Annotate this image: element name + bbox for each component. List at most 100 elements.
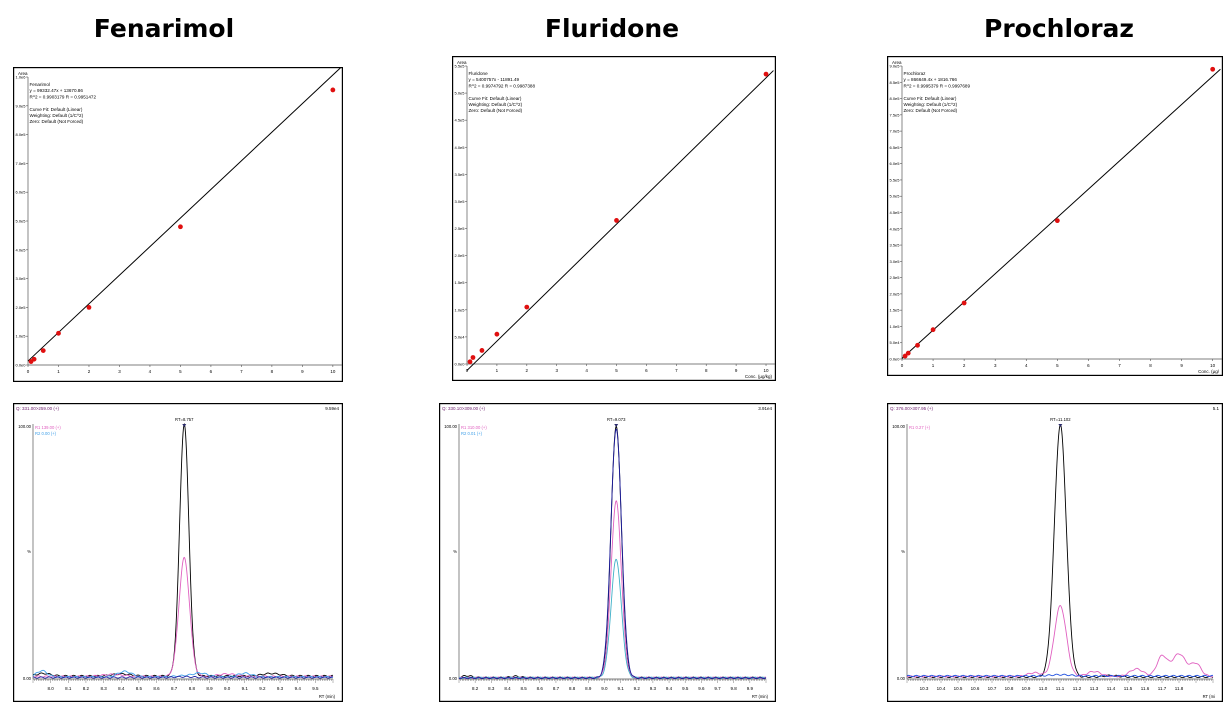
calibration-chart-fluridone: Area 0.0e0 5.0e4 1.0e5 1.5e5 2.0e5 2.5e5 3.0e5 3…: [452, 56, 776, 381]
y-mid-label: %: [27, 549, 31, 554]
x-tick-label: 7: [1118, 363, 1121, 368]
data-point: [614, 218, 619, 223]
x-tick-label: 0: [901, 363, 904, 368]
y-tick-label: 4.0e5: [15, 247, 26, 252]
calibration-panel-prochloraz: Area 0.0e0 5.0e4 1.0e5 1.5e5 2.0e5 2.5e5 3.0e5 3…: [887, 56, 1223, 376]
x-tick-label: 0: [27, 369, 30, 374]
data-point: [763, 71, 769, 77]
y-tick-label: 6.0e5: [889, 161, 900, 166]
chromatogram-header: Q: 331.00>259.00 (+): [16, 406, 60, 411]
y-tick-label: 5.0e5: [454, 91, 465, 96]
chart-frame: [13, 67, 343, 382]
x-tick-label: 8.6: [537, 686, 544, 691]
x-tick-label: 9.0: [224, 686, 231, 691]
x-tick-label: 8.8: [189, 686, 196, 691]
y-tick-label: 2.5e5: [889, 275, 900, 280]
x-tick-label: 5: [1056, 363, 1059, 368]
y-min-label: 0.00: [897, 676, 906, 681]
fit-info-line: Curve Fit: Default (Linear): [904, 96, 957, 101]
x-tick-label: 9.2: [634, 686, 641, 691]
chromatogram-prochloraz: Q: 376.00>307.95 (+) 5.1 R1 0.27 (+) 100.00…: [887, 403, 1223, 702]
y-tick-label: 5.0e4: [889, 340, 900, 345]
x-tick-label: 10.5: [954, 686, 963, 691]
legend-entry: R1 139.00 (+): [35, 425, 61, 430]
x-tick-label: 8.9: [585, 686, 592, 691]
x-tick-label: 8.4: [504, 686, 511, 691]
x-tick-label: 8.5: [136, 686, 143, 691]
y-tick-label: 3.5e5: [454, 172, 465, 177]
chromatogram-header: Q: 330.10>309.00 (+): [442, 406, 486, 411]
data-point: [470, 355, 476, 360]
y-tick-label: 1.0e5: [15, 334, 26, 339]
x-tick-label: 3: [994, 363, 997, 368]
y-min-label: 0.00: [449, 676, 458, 681]
x-tick-label: 7: [675, 368, 678, 373]
data-point: [494, 331, 500, 337]
y-tick-label: 7.0e5: [889, 129, 900, 134]
chromatogram-trace: [458, 428, 767, 680]
y-mid-label: %: [901, 549, 905, 554]
fit-info-line: Weighting: Default (1/C^2): [904, 102, 958, 107]
y-tick-label: 5.5e5: [889, 177, 900, 182]
compound-title-prochloraz: Prochloraz: [984, 14, 1134, 43]
x-tick-label: 8.4: [118, 686, 125, 691]
data-point: [86, 305, 92, 310]
x-tick-label: 8.7: [171, 686, 178, 691]
x-tick-label: 10.3: [920, 686, 929, 691]
x-tick-label: 9: [735, 368, 738, 373]
x-tick-label: 8.3: [488, 686, 495, 691]
fit-info-line: Prochloraz: [904, 71, 927, 76]
data-point: [961, 300, 967, 306]
x-tick-label: 8.6: [153, 686, 160, 691]
x-tick-label: 10: [1210, 363, 1216, 368]
x-tick-label: 9.6: [698, 686, 705, 691]
intensity-label: 9.59e4: [325, 406, 339, 411]
x-tick-label: 4: [585, 368, 588, 373]
x-tick-label: 11.6: [1141, 686, 1150, 691]
data-point: [31, 356, 37, 362]
x-axis-unit: RT (min): [752, 694, 769, 699]
x-tick-label: 9: [301, 369, 304, 374]
x-tick-label: 7: [240, 369, 243, 374]
x-axis-title: Conc. (µg/kg): [745, 374, 773, 379]
y-tick-label: 0.0e0: [889, 357, 900, 362]
y-tick-label: 3.0e5: [889, 259, 900, 264]
y-tick-label: 3.0e5: [15, 276, 26, 281]
chart-frame: [887, 403, 1223, 702]
legend-entry: R1 0.27 (+): [909, 425, 931, 430]
y-max-label: 100.00: [892, 424, 905, 429]
regression-line: [901, 68, 1221, 359]
x-tick-label: 3: [555, 368, 558, 373]
y-tick-label: 5.0e5: [889, 194, 900, 199]
fit-info-line: Weighting: Default (1/C^2): [30, 113, 84, 118]
y-tick-label: 0.0e0: [15, 363, 26, 368]
legend-entry: R2 0.00 (+): [35, 431, 57, 436]
y-tick-label: 4.0e5: [454, 145, 465, 150]
chart-frame: [887, 56, 1223, 376]
chart-frame: [439, 403, 776, 702]
y-tick-label: 2.0e5: [454, 253, 465, 258]
x-tick-label: 9.4: [295, 686, 302, 691]
x-tick-label: 8: [271, 369, 274, 374]
x-tick-label: 6: [645, 368, 648, 373]
peak-marker: [1058, 424, 1063, 427]
intensity-label: 5.1: [1213, 406, 1220, 411]
x-tick-label: 10: [764, 368, 770, 373]
x-tick-label: 5: [179, 369, 182, 374]
fit-info-line: Zero: Default (Not Forced): [904, 108, 958, 113]
x-tick-label: 6: [210, 369, 213, 374]
x-tick-label: 8.2: [83, 686, 90, 691]
chromatogram-panel-prochloraz: Q: 376.00>307.95 (+) 5.1 R1 0.27 (+) 100.00…: [887, 403, 1223, 702]
fit-info-line: R^2 = 0.9995379 R = 0.9997689: [904, 83, 971, 88]
x-tick-label: 8.7: [553, 686, 560, 691]
x-tick-label: 11.5: [1124, 686, 1133, 691]
y-tick-label: 8.0e5: [889, 96, 900, 101]
data-point: [40, 348, 46, 353]
x-tick-label: 8.2: [472, 686, 479, 691]
y-mid-label: %: [453, 549, 457, 554]
y-tick-label: 4.5e5: [454, 118, 465, 123]
y-tick-label: 1.0e5: [454, 307, 465, 312]
fit-info-line: Curve Fit: Default (Linear): [30, 107, 83, 112]
x-tick-label: 9.8: [731, 686, 738, 691]
data-point: [915, 342, 920, 348]
